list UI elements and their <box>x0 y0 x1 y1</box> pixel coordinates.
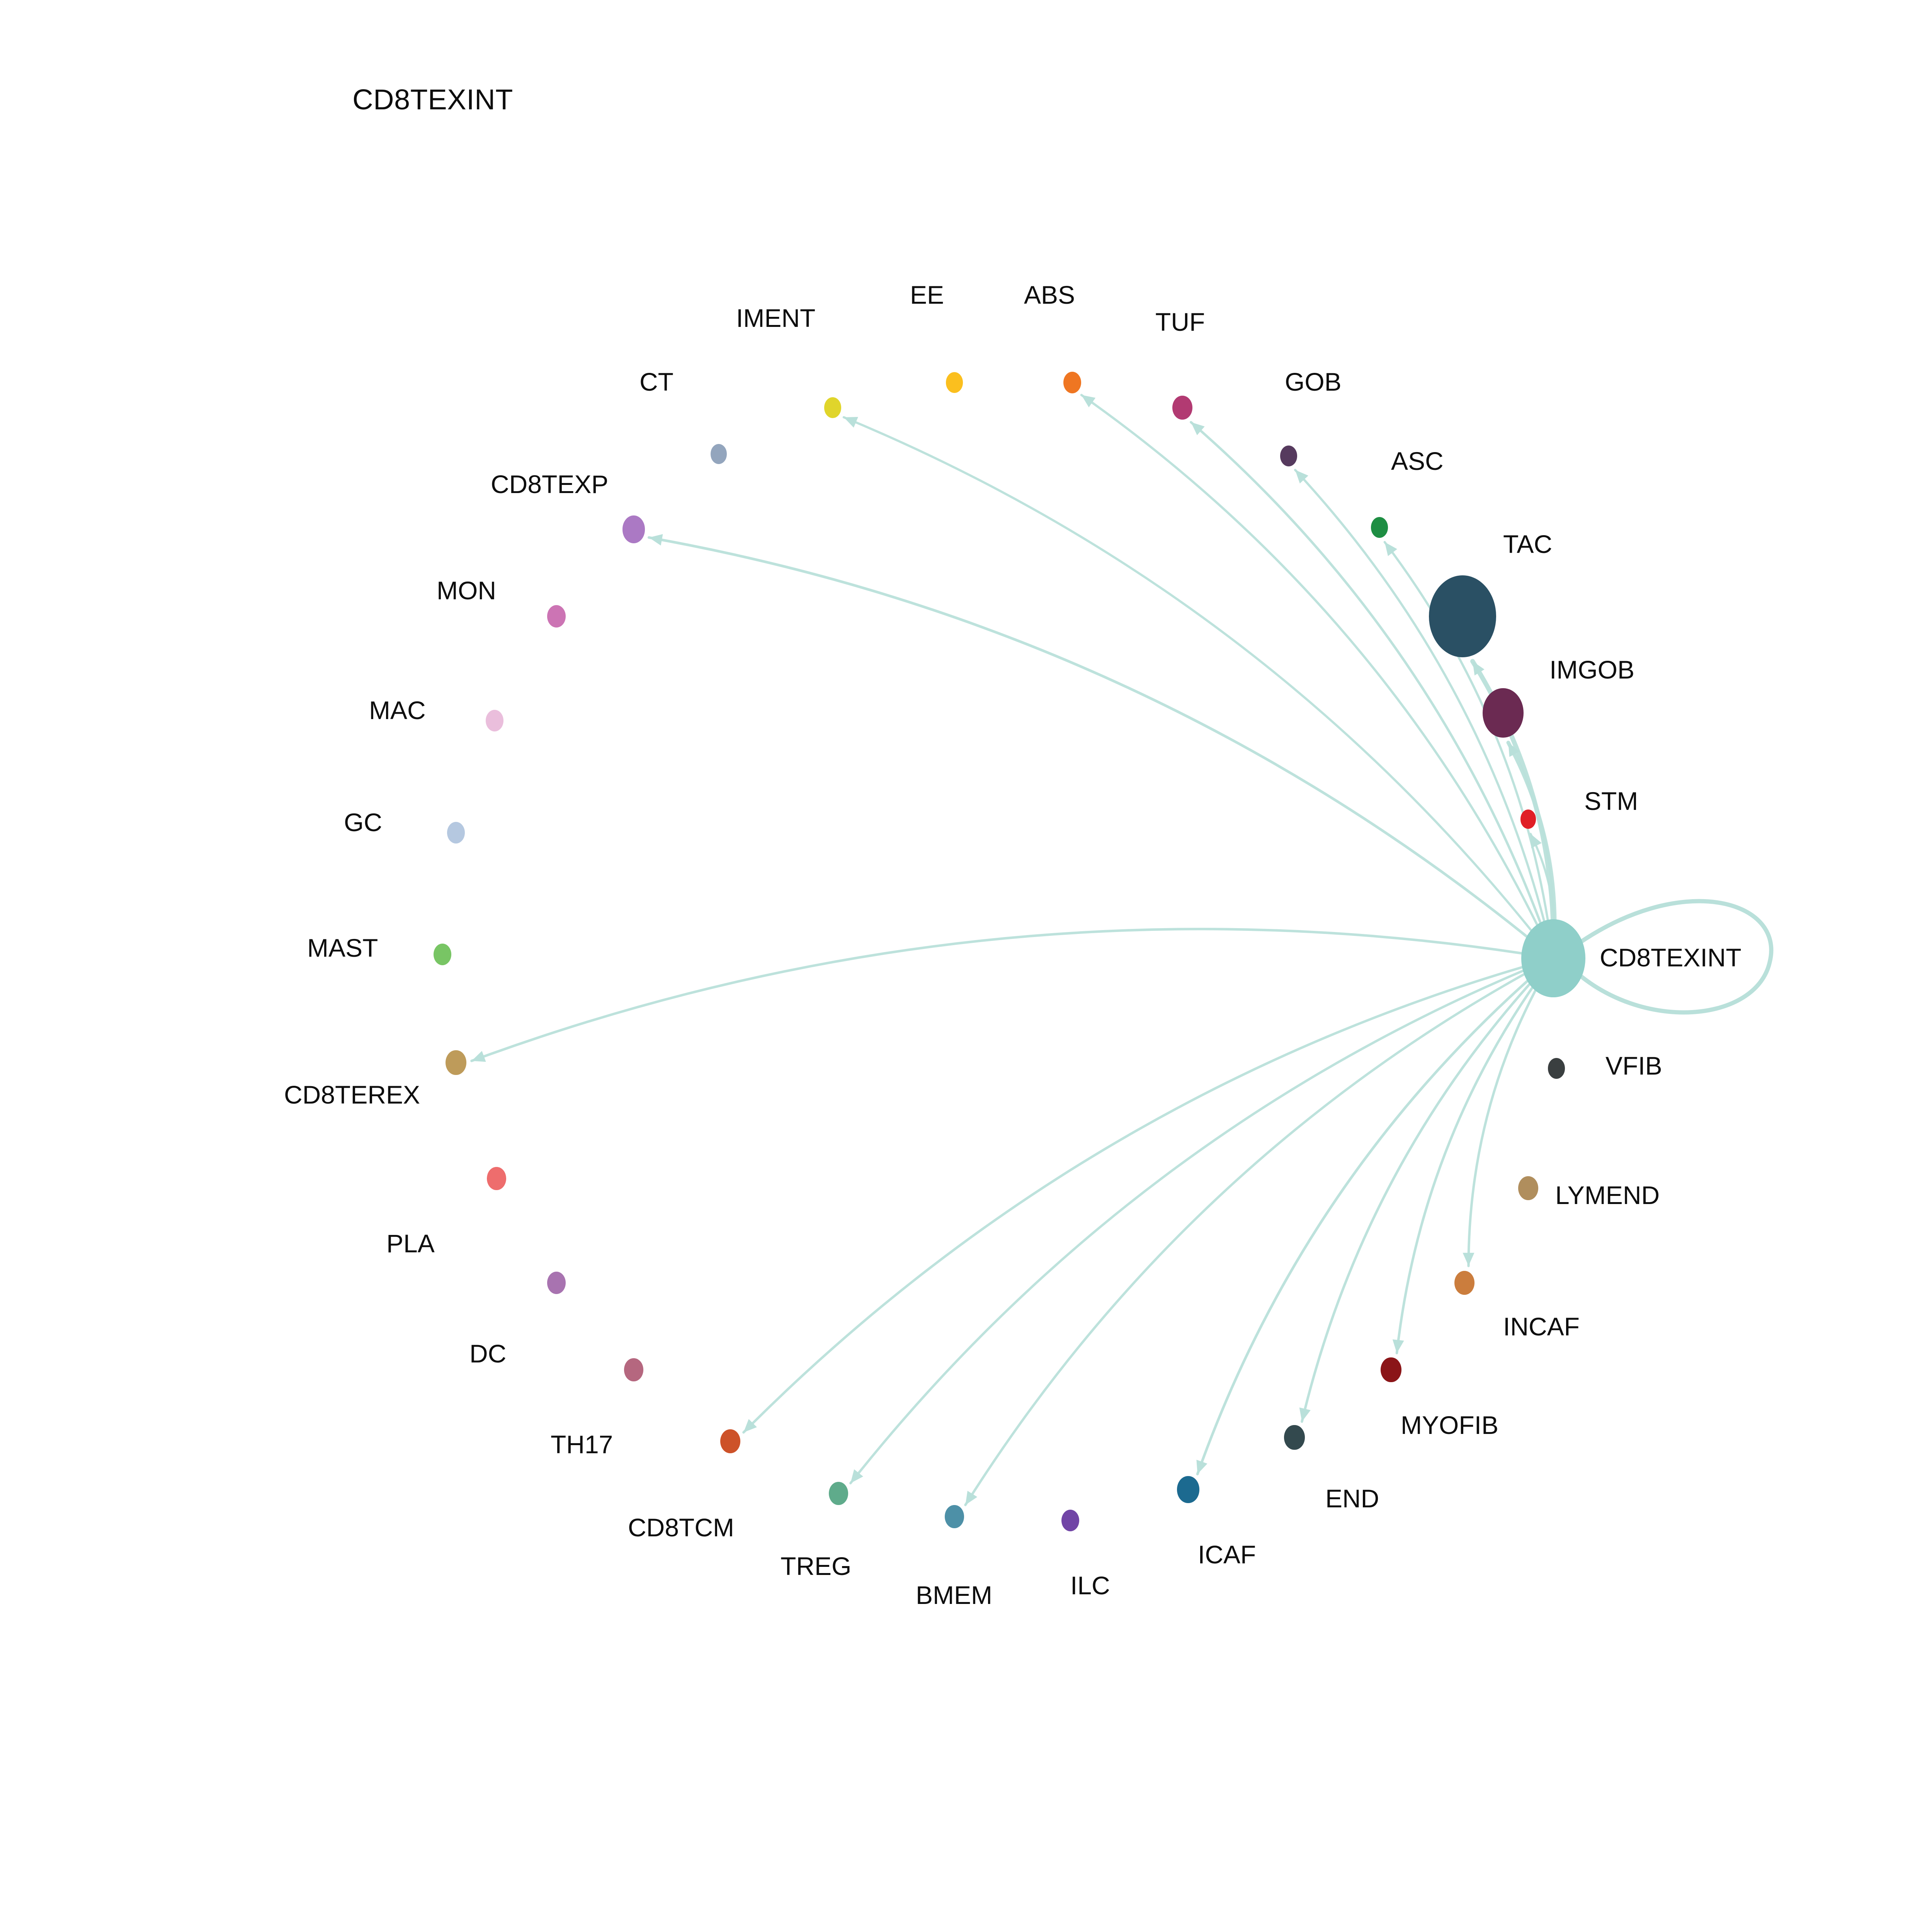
graph-node-label-iment: IMENT <box>736 304 816 332</box>
graph-node-incaf[interactable] <box>1454 1270 1475 1295</box>
graph-node-mast[interactable] <box>434 944 451 965</box>
graph-node-gc[interactable] <box>447 822 465 844</box>
graph-node-ilc[interactable] <box>1061 1510 1079 1531</box>
graph-node-th17[interactable] <box>624 1358 643 1382</box>
graph-node-label-mac: MAC <box>369 696 426 724</box>
graph-node-bmem[interactable] <box>945 1505 964 1529</box>
graph-node-label-mon: MON <box>437 576 496 605</box>
graph-node-label-myofib: MYOFIB <box>1401 1411 1499 1439</box>
graph-node-label-mast: MAST <box>307 934 378 962</box>
graph-node-label-lymend: LYMEND <box>1555 1181 1660 1209</box>
graph-node-dc[interactable] <box>547 1271 566 1294</box>
graph-node-stm[interactable] <box>1520 810 1536 829</box>
graph-node-ct[interactable] <box>710 444 727 464</box>
graph-node-icaf[interactable] <box>1177 1476 1199 1503</box>
graph-node-myofib[interactable] <box>1381 1357 1401 1383</box>
graph-node-label-cd8tcm: CD8TCM <box>628 1513 734 1542</box>
graph-node-label-gc: GC <box>344 808 382 837</box>
graph-node-treg[interactable] <box>829 1481 848 1505</box>
graph-node-imgob[interactable] <box>1483 688 1524 738</box>
graph-node-cd8texp[interactable] <box>622 515 645 543</box>
graph-node-label-incaf: INCAF <box>1503 1312 1580 1341</box>
graph-node-label-ct: CT <box>639 367 673 396</box>
graph-node-label-tuf: TUF <box>1155 308 1205 336</box>
graph-node-iment[interactable] <box>824 397 842 418</box>
graph-node-tac[interactable] <box>1429 575 1497 658</box>
graph-node-label-cd8terex: CD8TEREX <box>284 1080 420 1109</box>
graph-node-label-bmem: BMEM <box>916 1581 992 1609</box>
graph-node-gob[interactable] <box>1280 446 1298 466</box>
graph-node-mac[interactable] <box>486 710 503 731</box>
graph-node-label-cd8texp: CD8TEXP <box>491 470 609 498</box>
page-title: CD8TEXINT <box>352 83 513 116</box>
graph-node-label-vfib: VFIB <box>1605 1051 1662 1080</box>
graph-node-ee[interactable] <box>946 372 963 393</box>
graph-node-tuf[interactable] <box>1172 395 1192 420</box>
graph-node-label-cd8texint: CD8TEXINT <box>1600 943 1742 972</box>
graph-node-label-dc: DC <box>469 1339 507 1368</box>
graph-node-label-ee: EE <box>910 281 944 309</box>
graph-node-label-tac: TAC <box>1503 530 1553 558</box>
graph-node-label-imgob: IMGOB <box>1549 655 1635 684</box>
graph-node-label-th17: TH17 <box>551 1430 613 1459</box>
graph-node-lymend[interactable] <box>1518 1176 1538 1201</box>
graph-node-cd8terex[interactable] <box>446 1050 466 1075</box>
graph-node-abs[interactable] <box>1063 372 1081 393</box>
graph-node-vfib[interactable] <box>1548 1058 1565 1079</box>
graph-node-cd8tcm[interactable] <box>720 1429 740 1454</box>
graph-node-label-pla: PLA <box>386 1229 435 1258</box>
graph-node-label-abs: ABS <box>1024 281 1075 309</box>
graph-node-asc[interactable] <box>1371 517 1388 538</box>
graph-node-label-icaf: ICAF <box>1198 1540 1256 1569</box>
graph-node-label-end: END <box>1325 1484 1379 1513</box>
graph-node-label-ilc: ILC <box>1070 1571 1110 1600</box>
graph-node-pla[interactable] <box>487 1167 506 1190</box>
graph-node-mon[interactable] <box>547 605 566 628</box>
graph-node-cd8texint[interactable] <box>1521 919 1585 997</box>
graph-node-label-treg: TREG <box>781 1552 852 1580</box>
graph-node-label-asc: ASC <box>1391 447 1444 475</box>
graph-node-label-stm: STM <box>1584 787 1638 815</box>
graph-node-end[interactable] <box>1284 1425 1305 1450</box>
graph-node-label-gob: GOB <box>1285 367 1342 396</box>
